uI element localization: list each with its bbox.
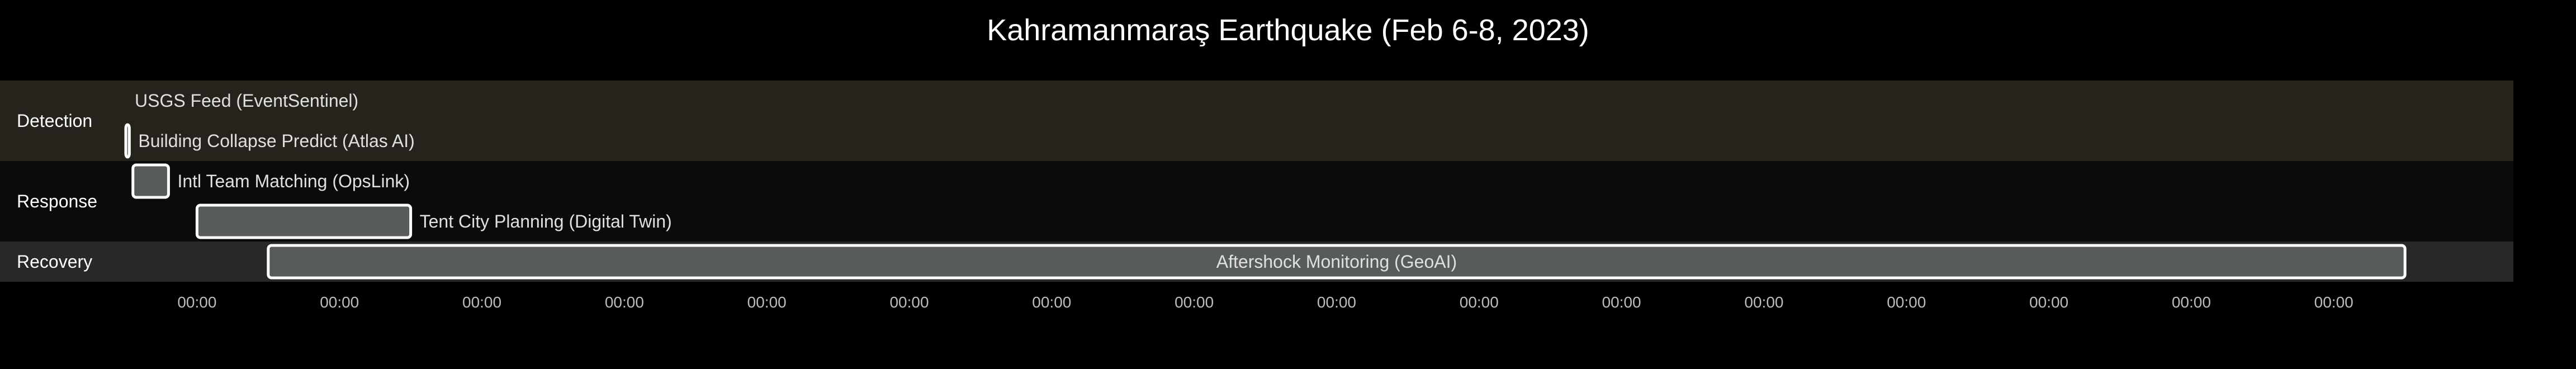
x-tick-label-8: 00:00 — [1175, 294, 1214, 311]
x-tick-label-9: 00:00 — [1317, 294, 1356, 311]
x-tick-label-1: 00:00 — [177, 294, 216, 311]
task-bar-4 — [195, 204, 413, 239]
x-tick-label-14: 00:00 — [2029, 294, 2068, 311]
task-label-1: USGS Feed (EventSentinel) — [135, 91, 358, 111]
x-tick-label-12: 00:00 — [1744, 294, 1783, 311]
task-label-5: Aftershock Monitoring (GeoAI) — [1216, 252, 1457, 272]
lane-band-detection — [0, 81, 2513, 161]
x-axis-ticks: 00:00 00:00 00:00 00:00 00:00 00:00 00:00 00:00… — [177, 294, 2353, 311]
lane-label-recovery: Recovery — [17, 252, 92, 272]
lane-label-detection: Detection — [17, 111, 92, 131]
task-bars: USGS Feed (EventSentinel) Building Collap… — [124, 91, 2407, 280]
x-tick-label-10: 00:00 — [1460, 294, 1499, 311]
x-tick-label-6: 00:00 — [889, 294, 929, 311]
task-bar-2 — [124, 123, 131, 159]
x-tick-label-7: 00:00 — [1032, 294, 1071, 311]
x-tick-label-3: 00:00 — [462, 294, 501, 311]
chart-title: Kahramanmaraş Earthquake (Feb 6-8, 2023) — [987, 13, 1589, 47]
task-label-2: Building Collapse Predict (Atlas AI) — [138, 131, 414, 151]
task-bar-3 — [131, 163, 170, 199]
lane-band-response — [0, 161, 2513, 242]
task-bar-5 — [267, 244, 2407, 280]
x-tick-label-11: 00:00 — [1602, 294, 1641, 311]
task-label-3: Intl Team Matching (OpsLink) — [177, 171, 410, 191]
task-label-4: Tent City Planning (Digital Twin) — [420, 211, 672, 231]
x-tick-label-16: 00:00 — [2314, 294, 2354, 311]
x-tick-label-15: 00:00 — [2172, 294, 2211, 311]
x-tick-label-4: 00:00 — [605, 294, 644, 311]
x-tick-label-13: 00:00 — [1887, 294, 1926, 311]
lane-label-response: Response — [17, 191, 97, 211]
x-tick-label-2: 00:00 — [320, 294, 359, 311]
x-tick-label-5: 00:00 — [747, 294, 787, 311]
